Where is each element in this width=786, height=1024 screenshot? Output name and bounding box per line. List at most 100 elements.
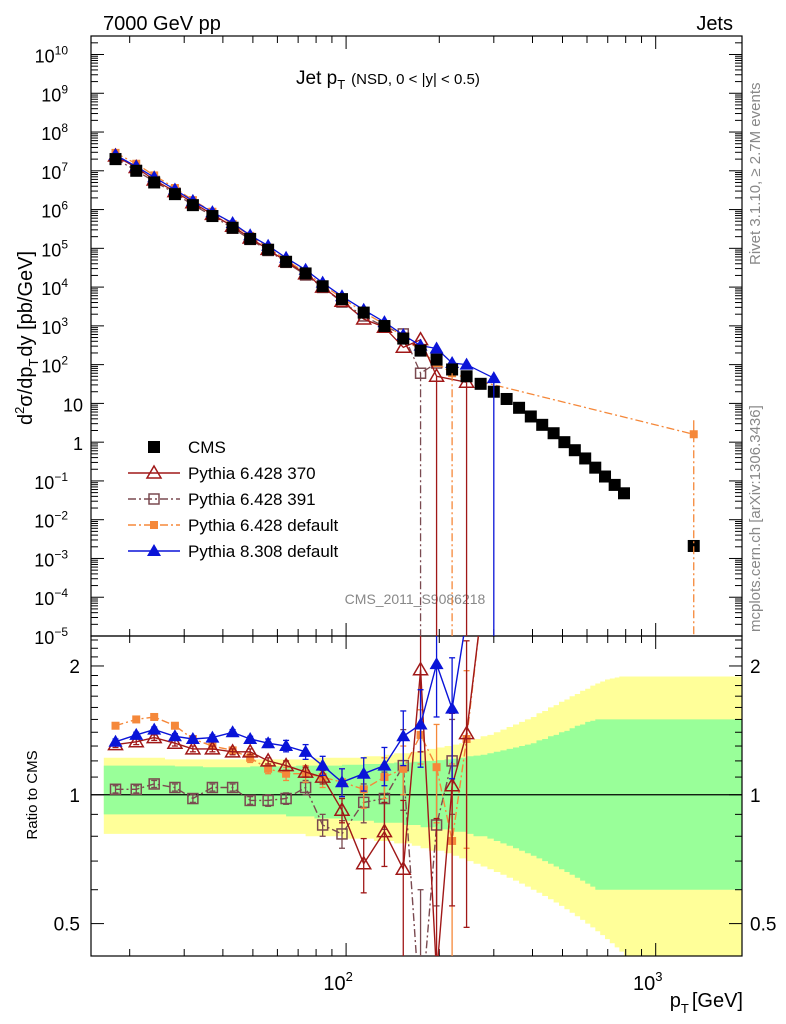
cms-point: [414, 344, 427, 357]
py8-ratio-point: [298, 744, 313, 757]
pydef-ratio-point: [432, 763, 441, 772]
pydef-ratio-point: [170, 721, 179, 730]
py8-ratio-point: [279, 739, 294, 752]
py8-ratio-point: [147, 722, 162, 735]
py370-ratio-point: [355, 855, 373, 870]
py370-point: [394, 338, 412, 354]
x-tick-label: 103: [633, 969, 662, 995]
pydef-ratio-point: [264, 764, 273, 773]
py8-ratio-point: [356, 766, 371, 779]
ratio-y-tick-label: 0.5: [750, 915, 776, 936]
py391-line: [115, 158, 437, 375]
legend-item-py370: Pythia 6.428 370: [128, 464, 316, 483]
py8-point: [459, 357, 474, 370]
py391-ratio-point: [244, 794, 256, 807]
legend-label: CMS: [188, 438, 226, 457]
py8-ratio-point: [396, 729, 411, 742]
cms-point: [335, 293, 348, 306]
ratio-y-tick-label: 0.5: [54, 915, 80, 936]
py370-ratio-point: [376, 823, 393, 838]
legend: CMS Pythia 6.428 370 Pythia 6.428 391 Pythi…: [128, 438, 339, 561]
py370-ratio-point: [412, 661, 429, 676]
py8-ratio-point: [413, 717, 428, 730]
py391-ratio-point: [280, 792, 292, 805]
cms-point: [430, 353, 443, 366]
y-tick-label: 108: [41, 121, 68, 144]
py370-ratio-point: [314, 768, 331, 783]
py8-ratio-point: [334, 775, 349, 788]
y-tick-label: 102: [41, 354, 68, 377]
y-axis-label-main: d2σ/dpTdy [pb/GeV]: [12, 251, 41, 425]
py8-ratio-point: [429, 657, 444, 670]
py370-ratio-point: [297, 763, 314, 778]
y-tick-label: 10: [63, 395, 83, 415]
pydef-ratio-point: [111, 721, 120, 730]
py8-ratio-point: [108, 734, 123, 747]
cms-point: [130, 164, 143, 177]
ratio-band: [91, 676, 743, 956]
py8-ratio-point: [445, 701, 460, 714]
header-left: 7000 GeV pp: [103, 13, 221, 35]
py370-ratio-point: [127, 733, 145, 748]
legend-item-cms: CMS: [148, 438, 226, 457]
cms-point: [524, 410, 537, 423]
cms-point: [109, 153, 122, 166]
py391-ratio-point: [226, 781, 239, 794]
ratio-frame: [90, 635, 743, 957]
y-tick-label: 1010: [35, 43, 69, 66]
cms-point: [589, 461, 602, 474]
py391-ratio-point: [109, 783, 122, 796]
py8-point: [429, 341, 444, 354]
series-cms: [109, 153, 700, 552]
cms-point: [547, 427, 560, 440]
py370-ratio-point: [166, 734, 184, 749]
watermark: CMS_2011_S9086218: [345, 591, 486, 607]
legend-marker: [148, 441, 160, 453]
ratio-y-tick-label: 1: [750, 786, 761, 807]
y-tick-label: 10−2: [34, 509, 68, 532]
legend-label: Pythia 6.428 default: [188, 516, 339, 535]
py391-ratio-point: [187, 792, 199, 805]
x-tick-label: 102: [323, 969, 352, 995]
cms-point: [299, 267, 312, 280]
pydef-ratio-point: [132, 715, 141, 724]
main-plot: [107, 147, 700, 636]
py8-ratio-point: [167, 729, 182, 742]
legend-marker: [148, 493, 160, 505]
py391-ratio-point: [336, 828, 348, 840]
py391-ratio-point: [169, 781, 181, 794]
py391-ratio-point: [262, 794, 274, 807]
y-tick-label: 103: [41, 315, 68, 338]
cms-point: [536, 418, 549, 431]
rivet-label: Rivet 3.1.10, ≥ 2.7M events: [747, 83, 764, 266]
py8-ratio-point: [185, 732, 200, 745]
py391-ratio-point: [416, 1014, 426, 1024]
cms-point: [558, 436, 571, 449]
py370-ratio-point: [458, 725, 475, 740]
ratio-y-tick-label: 2: [69, 657, 80, 678]
py8-ratio-point: [129, 727, 144, 740]
py370-ratio-point: [145, 729, 163, 744]
band-inner: [103, 719, 743, 890]
py391-ratio-point: [148, 778, 160, 790]
legend-marker: [147, 544, 161, 556]
cms-point: [148, 176, 161, 189]
y-tick-label: 104: [41, 276, 68, 299]
pydef-ratio-point: [246, 753, 255, 762]
py370-ratio-point: [204, 740, 221, 755]
cms-point: [262, 243, 275, 256]
cms-point: [316, 280, 329, 293]
header-right: Jets: [696, 13, 733, 35]
cms-point: [226, 221, 239, 234]
chart-title: Jet pT (NSD, 0 < |y| < 0.5): [296, 68, 480, 92]
mcplots-label: mcplots.cern.ch [arXiv:1306.3436]: [747, 405, 764, 632]
cms-point: [378, 320, 391, 333]
py391-ratio-point: [130, 783, 142, 796]
x-axis-label: pT [GeV]: [670, 990, 743, 1016]
cms-point: [357, 306, 370, 319]
cms-point: [280, 255, 293, 268]
cms-point: [397, 332, 410, 345]
cms-point: [168, 188, 181, 201]
legend-item-py391: Pythia 6.428 391: [128, 490, 316, 509]
